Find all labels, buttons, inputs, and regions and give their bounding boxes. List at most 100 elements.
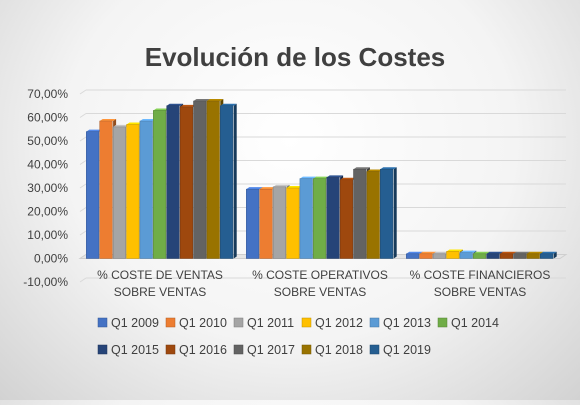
legend-swatch bbox=[301, 317, 312, 328]
bar bbox=[432, 253, 446, 259]
bar-top bbox=[513, 251, 530, 254]
bar-top bbox=[206, 99, 224, 102]
x-tick-label: % COSTE FINANCIEROS bbox=[410, 268, 551, 282]
legend-label: Q1 2013 bbox=[383, 316, 431, 330]
bar bbox=[459, 252, 473, 259]
bar-top bbox=[180, 104, 197, 107]
y-tick-label: 10,00% bbox=[27, 228, 68, 242]
gridline-side bbox=[79, 160, 87, 165]
legend-label: Q1 2010 bbox=[179, 316, 227, 330]
gridline-side bbox=[79, 89, 87, 95]
x-tick-label: SOBRE VENTAS bbox=[434, 285, 526, 299]
bar-top bbox=[220, 103, 237, 106]
bar-side bbox=[233, 103, 237, 259]
bar-top bbox=[259, 187, 277, 190]
bar-top bbox=[126, 122, 143, 125]
legend-label: Q1 2015 bbox=[111, 343, 159, 357]
bar-side bbox=[553, 251, 557, 259]
bar bbox=[246, 188, 260, 259]
bar bbox=[513, 253, 527, 259]
x-tick-label: % COSTE DE VENTAS bbox=[97, 268, 223, 282]
bar bbox=[206, 100, 220, 259]
y-tick-label: 60,00% bbox=[27, 111, 68, 125]
bar-top bbox=[139, 119, 157, 122]
bar bbox=[112, 126, 126, 259]
chart-title: Evolución de los Costes bbox=[145, 42, 446, 72]
x-tick-label: SOBRE VENTAS bbox=[274, 285, 366, 299]
legend-label: Q1 2014 bbox=[451, 316, 499, 330]
x-tick-label: SOBRE VENTAS bbox=[114, 285, 206, 299]
bar-top bbox=[366, 169, 384, 172]
bar bbox=[486, 253, 500, 259]
bar-top bbox=[380, 167, 397, 170]
legend-swatch bbox=[233, 344, 244, 355]
bar bbox=[193, 100, 207, 259]
bar bbox=[406, 253, 420, 259]
bar-top bbox=[313, 176, 330, 179]
bar bbox=[446, 251, 460, 259]
bar bbox=[272, 186, 286, 259]
y-tick-label: 70,00% bbox=[27, 87, 68, 101]
legend-label: Q1 2019 bbox=[383, 343, 431, 357]
bar-top bbox=[299, 176, 317, 179]
bar-top bbox=[326, 175, 344, 178]
legend-swatch bbox=[369, 317, 380, 328]
bar bbox=[419, 253, 433, 259]
bar-top bbox=[99, 119, 117, 122]
legend-swatch bbox=[233, 317, 244, 328]
legend-swatch bbox=[97, 317, 108, 328]
bar bbox=[473, 253, 487, 259]
legend-label: Q1 2018 bbox=[315, 343, 363, 357]
bar-top bbox=[473, 251, 490, 254]
legend-swatch bbox=[97, 344, 108, 355]
bar bbox=[339, 179, 353, 259]
bar-top bbox=[419, 251, 437, 254]
bar-top bbox=[286, 186, 303, 188]
legend-swatch bbox=[437, 317, 448, 328]
bar-top bbox=[113, 124, 130, 127]
bar-top bbox=[406, 251, 423, 254]
bar bbox=[499, 253, 513, 259]
bar bbox=[153, 110, 167, 259]
bar bbox=[540, 253, 554, 259]
x-tick-label: % COSTE OPERATIVOS bbox=[252, 268, 388, 282]
gridline-side bbox=[79, 207, 87, 212]
bar bbox=[86, 131, 100, 259]
legend-swatch bbox=[165, 317, 176, 328]
bar bbox=[139, 120, 153, 259]
bar-top bbox=[526, 251, 544, 254]
gridline-side bbox=[79, 183, 87, 189]
bar bbox=[313, 178, 327, 259]
bar bbox=[286, 187, 300, 259]
bar bbox=[366, 171, 380, 259]
legend-swatch bbox=[165, 344, 176, 355]
legend-swatch bbox=[369, 344, 380, 355]
bar bbox=[166, 105, 180, 259]
bar-top bbox=[273, 184, 290, 187]
bar bbox=[299, 178, 313, 259]
bar bbox=[353, 168, 367, 259]
bar-top bbox=[166, 103, 184, 106]
bar-top bbox=[500, 251, 517, 254]
y-tick-label: 50,00% bbox=[27, 134, 68, 148]
bar bbox=[526, 253, 540, 259]
bar-top bbox=[486, 251, 504, 254]
legend-label: Q1 2012 bbox=[315, 316, 363, 330]
gridline-side bbox=[79, 230, 87, 236]
bar-top bbox=[340, 177, 357, 180]
bar-top bbox=[86, 129, 103, 132]
bar bbox=[326, 177, 340, 259]
bar bbox=[99, 120, 113, 259]
gridline-side bbox=[79, 136, 87, 142]
bar bbox=[380, 168, 394, 259]
legend-label: Q1 2011 bbox=[247, 316, 294, 330]
bar-top bbox=[446, 249, 463, 252]
y-tick-label: 40,00% bbox=[27, 158, 68, 172]
bar-top bbox=[353, 167, 370, 170]
bar-side bbox=[393, 167, 397, 259]
bar bbox=[259, 188, 273, 259]
bar-top bbox=[193, 99, 210, 102]
y-tick-label: -10,00% bbox=[23, 275, 68, 289]
